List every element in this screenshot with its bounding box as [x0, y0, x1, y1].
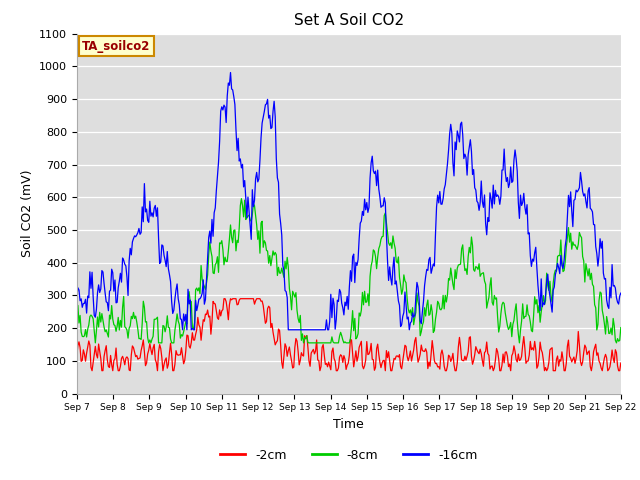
-16cm	[73, 294, 81, 300]
-16cm	[179, 327, 186, 333]
-8cm	[333, 340, 341, 346]
-2cm	[337, 352, 344, 358]
-8cm	[92, 340, 99, 346]
-8cm	[337, 329, 344, 335]
-8cm	[617, 324, 625, 330]
-2cm	[88, 368, 96, 373]
-16cm	[227, 70, 234, 75]
Text: TA_soilco2: TA_soilco2	[82, 40, 150, 53]
-2cm	[606, 364, 614, 370]
-2cm	[399, 358, 406, 364]
Y-axis label: Soil CO2 (mV): Soil CO2 (mV)	[20, 170, 33, 257]
-16cm	[337, 289, 344, 295]
Legend: -2cm, -8cm, -16cm: -2cm, -8cm, -16cm	[215, 444, 483, 467]
-16cm	[617, 290, 625, 296]
-2cm	[521, 345, 529, 351]
-16cm	[521, 204, 529, 210]
-2cm	[73, 353, 81, 359]
Title: Set A Soil CO2: Set A Soil CO2	[294, 13, 404, 28]
-8cm	[73, 321, 81, 326]
Line: -2cm: -2cm	[77, 299, 621, 371]
-8cm	[521, 313, 529, 319]
X-axis label: Time: Time	[333, 418, 364, 431]
-16cm	[333, 297, 341, 303]
-8cm	[237, 196, 245, 202]
-16cm	[369, 168, 377, 174]
-16cm	[606, 285, 614, 290]
-2cm	[220, 296, 228, 301]
-2cm	[333, 368, 341, 373]
-8cm	[399, 287, 406, 292]
Line: -16cm: -16cm	[77, 72, 621, 330]
Line: -8cm: -8cm	[77, 199, 621, 343]
-16cm	[399, 313, 406, 319]
-2cm	[617, 360, 625, 366]
-2cm	[369, 357, 377, 363]
-8cm	[369, 247, 377, 253]
-8cm	[606, 331, 614, 336]
